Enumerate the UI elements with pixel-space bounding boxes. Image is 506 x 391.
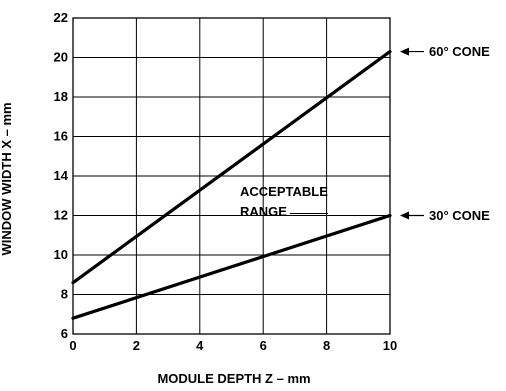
x-tick-label: 6: [260, 338, 267, 353]
y-tick-label: 10: [54, 247, 68, 262]
x-tick-labels: 0 2 4 6 8 10: [69, 338, 397, 353]
y-tick-label: 20: [54, 50, 68, 65]
y-tick-label: 12: [54, 208, 68, 223]
series-line-60-cone: [71, 49, 392, 285]
callout-arrowhead: [400, 211, 409, 220]
annotations: 60° CONE 30° CONE ACCEPTABLE RANGE: [240, 44, 490, 223]
x-tick-label: 0: [69, 338, 76, 353]
y-tick-label: 18: [54, 89, 68, 104]
series-label: 60° CONE: [429, 44, 490, 59]
x-tick-label: 2: [133, 338, 140, 353]
y-tick-label: 6: [61, 326, 68, 341]
series-label: 30° CONE: [429, 208, 490, 223]
plot-frame: [72, 17, 391, 335]
y-tick-label: 16: [54, 129, 68, 144]
y-tick-labels: 6 8 10 12 14 16 18 20 22: [54, 10, 69, 341]
y-tick-label: 22: [54, 10, 68, 25]
x-tick-label: 4: [196, 338, 204, 353]
x-tick-label: 8: [323, 338, 330, 353]
region-label-line-2: RANGE: [240, 204, 287, 219]
y-axis-title: WINDOW WIDTH X – mm: [0, 102, 14, 255]
region-label-line-1: ACCEPTABLE: [240, 184, 328, 199]
y-tick-label: 8: [61, 287, 68, 302]
series-line-30-cone: [71, 213, 392, 320]
x-tick-label: 10: [383, 338, 397, 353]
x-axis-title: MODULE DEPTH Z – mm: [157, 371, 310, 386]
series-lines: [71, 49, 392, 320]
y-tick-label: 14: [54, 168, 69, 183]
grid-lines: [72, 17, 391, 335]
callout-arrowhead: [400, 47, 409, 56]
